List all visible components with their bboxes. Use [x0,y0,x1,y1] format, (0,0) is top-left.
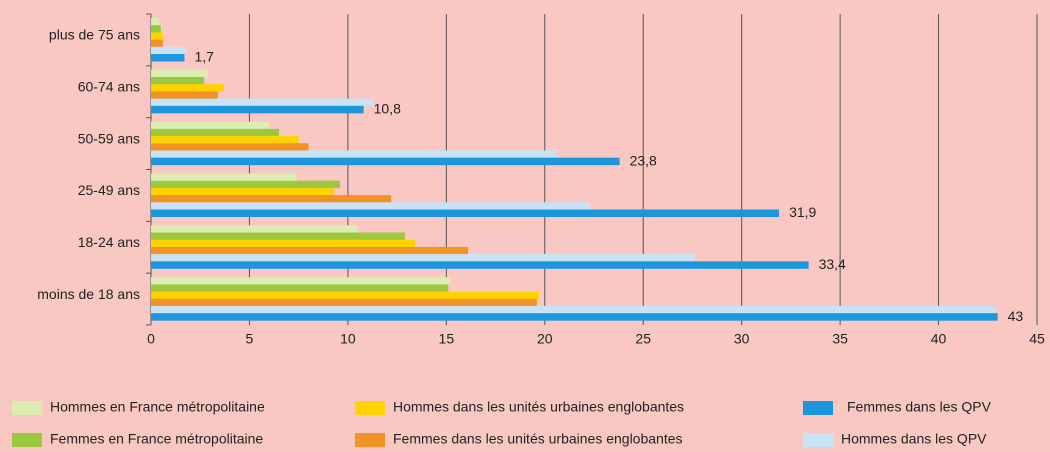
legend-label: Hommes dans les unités urbaines engloban… [393,399,684,415]
bar [151,254,695,262]
y-tick-label: plus de 75 ans [49,27,140,43]
data-label: 31,9 [789,204,816,220]
data-label: 43 [1008,308,1024,324]
bar [151,136,299,144]
legend-label: Femmes en France métropolitaine [50,431,263,447]
bar [151,232,405,241]
bar [151,284,449,292]
bar [151,277,451,285]
bar [151,32,163,40]
bar [151,39,163,48]
legend-swatch [12,433,42,447]
bar [151,143,309,151]
bar [151,202,591,210]
y-tick-label: 25-49 ans [78,182,140,198]
bar [151,150,557,158]
data-label: 33,4 [819,256,846,272]
bar [151,187,335,196]
y-tick-label: 60-74 ans [78,78,140,94]
x-tick-label: 10 [340,331,356,347]
bar [151,46,187,55]
legend-swatch [803,433,833,447]
bar [151,291,539,300]
bar [151,298,537,307]
bar [151,18,159,26]
legend-swatch [355,401,385,415]
legend-label: Hommes en France métropolitaine [50,399,265,415]
x-tick-label: 45 [1029,331,1045,347]
legend-label: Femmes dans les unités urbaines engloban… [393,431,683,447]
bar [151,91,218,99]
bar [151,84,224,92]
x-tick-label: 40 [931,331,947,347]
legend-label: Femmes dans les QPV [847,399,992,415]
bar [151,54,185,62]
bar [151,246,468,255]
y-tick-label: 18-24 ans [78,234,140,250]
bar [151,195,392,203]
bar [151,261,809,269]
bar [151,239,415,248]
bar [151,157,620,166]
bar [151,305,996,314]
bar [151,313,998,321]
legend-swatch [355,433,385,447]
bar [151,121,270,130]
bar [151,69,209,78]
y-tick-label: 50-59 ans [78,130,140,146]
x-tick-label: 20 [537,331,553,347]
x-tick-label: 30 [734,331,750,347]
bar [151,225,358,233]
bar [151,180,341,189]
bar [151,25,161,33]
bar [151,105,364,114]
bar [151,77,205,85]
bar [151,128,279,137]
legend-swatch [803,401,833,415]
bar [151,98,374,107]
x-tick-label: 0 [147,331,155,347]
x-tick-label: 25 [635,331,651,347]
data-label: 23,8 [630,152,657,168]
data-label: 1,7 [194,49,214,65]
x-tick-label: 5 [246,331,254,347]
bar [151,209,780,217]
legend-label: Hommes dans les QPV [841,431,987,447]
bar [151,173,297,181]
x-tick-label: 15 [439,331,455,347]
data-label: 10,8 [374,101,401,117]
y-tick-label: moins de 18 ans [37,286,140,302]
legend-swatch [12,401,42,415]
x-tick-label: 35 [832,331,848,347]
